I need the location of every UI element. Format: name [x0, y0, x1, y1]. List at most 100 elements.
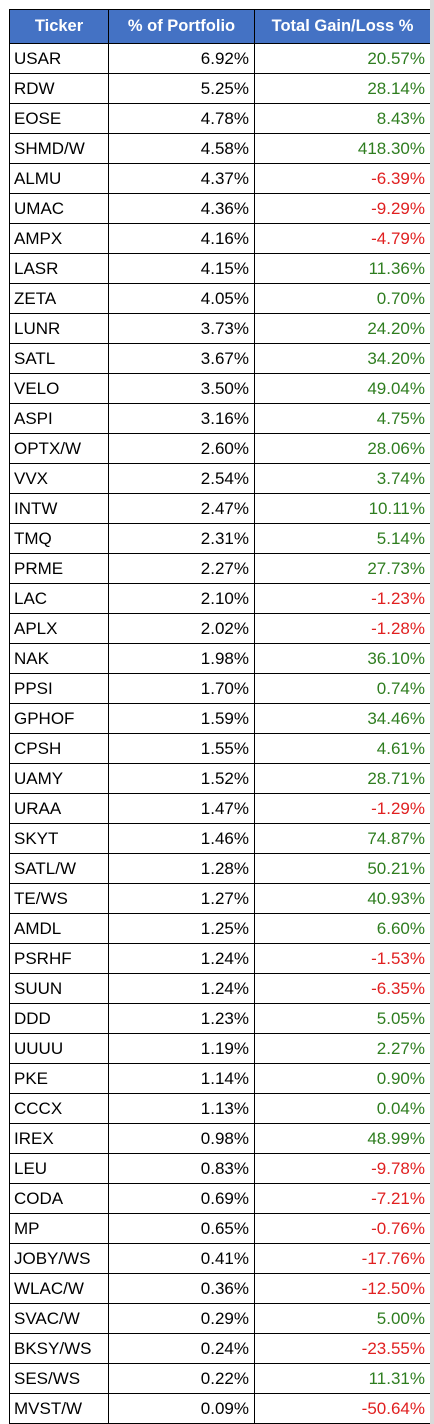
gain-loss-cell[interactable]: 0.70% — [254, 283, 431, 314]
ticker-cell[interactable]: INTW — [9, 493, 109, 524]
portfolio-percent-cell[interactable]: 0.98% — [108, 1123, 255, 1154]
portfolio-percent-cell[interactable]: 0.69% — [108, 1183, 255, 1214]
portfolio-percent-cell[interactable]: 4.78% — [108, 103, 255, 134]
ticker-cell[interactable]: AMDL — [9, 913, 109, 944]
ticker-cell[interactable]: UUUU — [9, 1033, 109, 1064]
portfolio-percent-cell[interactable]: 1.47% — [108, 793, 255, 824]
gain-loss-cell[interactable]: 0.90% — [254, 1063, 431, 1094]
portfolio-percent-cell[interactable]: 2.02% — [108, 613, 255, 644]
ticker-cell[interactable]: SES/WS — [9, 1363, 109, 1394]
ticker-cell[interactable]: CCCX — [9, 1093, 109, 1124]
gain-loss-cell[interactable]: -1.28% — [254, 613, 431, 644]
portfolio-percent-cell[interactable]: 1.46% — [108, 823, 255, 854]
gain-loss-cell[interactable]: -1.23% — [254, 583, 431, 614]
portfolio-percent-cell[interactable]: 1.98% — [108, 643, 255, 674]
portfolio-percent-cell[interactable]: 4.16% — [108, 223, 255, 254]
ticker-cell[interactable]: APLX — [9, 613, 109, 644]
gain-loss-cell[interactable]: 11.31% — [254, 1363, 431, 1394]
ticker-cell[interactable]: OPTX/W — [9, 433, 109, 464]
portfolio-percent-cell[interactable]: 3.16% — [108, 403, 255, 434]
gain-loss-cell[interactable]: 27.73% — [254, 553, 431, 584]
portfolio-percent-cell[interactable]: 1.25% — [108, 913, 255, 944]
gain-loss-cell[interactable]: 4.61% — [254, 733, 431, 764]
gain-loss-cell[interactable]: -1.53% — [254, 943, 431, 974]
gain-loss-cell[interactable]: 10.11% — [254, 493, 431, 524]
portfolio-percent-cell[interactable]: 1.55% — [108, 733, 255, 764]
ticker-cell[interactable]: SVAC/W — [9, 1303, 109, 1334]
gain-loss-cell[interactable]: 20.57% — [254, 43, 431, 74]
ticker-cell[interactable]: UMAC — [9, 193, 109, 224]
portfolio-percent-cell[interactable]: 1.52% — [108, 763, 255, 794]
gain-loss-cell[interactable]: 6.60% — [254, 913, 431, 944]
ticker-cell[interactable]: UAMY — [9, 763, 109, 794]
gain-loss-cell[interactable]: -7.21% — [254, 1183, 431, 1214]
portfolio-percent-cell[interactable]: 2.54% — [108, 463, 255, 494]
portfolio-percent-cell[interactable]: 2.27% — [108, 553, 255, 584]
portfolio-percent-cell[interactable]: 1.23% — [108, 1003, 255, 1034]
ticker-cell[interactable]: VVX — [9, 463, 109, 494]
portfolio-percent-cell[interactable]: 4.05% — [108, 283, 255, 314]
gain-loss-cell[interactable]: 74.87% — [254, 823, 431, 854]
gain-loss-cell[interactable]: 3.74% — [254, 463, 431, 494]
portfolio-percent-cell[interactable]: 3.73% — [108, 313, 255, 344]
ticker-cell[interactable]: ZETA — [9, 283, 109, 314]
portfolio-percent-cell[interactable]: 1.59% — [108, 703, 255, 734]
gain-loss-cell[interactable]: 4.75% — [254, 403, 431, 434]
gain-loss-cell[interactable]: -50.64% — [254, 1393, 431, 1424]
gain-loss-cell[interactable]: 0.74% — [254, 673, 431, 704]
portfolio-percent-cell[interactable]: 0.65% — [108, 1213, 255, 1244]
ticker-cell[interactable]: PSRHF — [9, 943, 109, 974]
ticker-cell[interactable]: TE/WS — [9, 883, 109, 914]
portfolio-percent-cell[interactable]: 2.47% — [108, 493, 255, 524]
ticker-cell[interactable]: JOBY/WS — [9, 1243, 109, 1274]
portfolio-percent-cell[interactable]: 1.24% — [108, 943, 255, 974]
header-cell-ticker[interactable]: Ticker — [9, 9, 109, 44]
ticker-cell[interactable]: GPHOF — [9, 703, 109, 734]
gain-loss-cell[interactable]: 50.21% — [254, 853, 431, 884]
gain-loss-cell[interactable]: 5.00% — [254, 1303, 431, 1334]
ticker-cell[interactable]: TMQ — [9, 523, 109, 554]
gain-loss-cell[interactable]: 40.93% — [254, 883, 431, 914]
ticker-cell[interactable]: SKYT — [9, 823, 109, 854]
portfolio-percent-cell[interactable]: 4.36% — [108, 193, 255, 224]
portfolio-percent-cell[interactable]: 1.27% — [108, 883, 255, 914]
gain-loss-cell[interactable]: -23.55% — [254, 1333, 431, 1364]
portfolio-percent-cell[interactable]: 1.70% — [108, 673, 255, 704]
gain-loss-cell[interactable]: -4.79% — [254, 223, 431, 254]
gain-loss-cell[interactable]: 34.46% — [254, 703, 431, 734]
ticker-cell[interactable]: PRME — [9, 553, 109, 584]
gain-loss-cell[interactable]: 28.71% — [254, 763, 431, 794]
portfolio-percent-cell[interactable]: 2.60% — [108, 433, 255, 464]
header-cell-gain[interactable]: Total Gain/Loss % — [254, 9, 431, 44]
ticker-cell[interactable]: BKSY/WS — [9, 1333, 109, 1364]
ticker-cell[interactable]: ALMU — [9, 163, 109, 194]
portfolio-percent-cell[interactable]: 3.67% — [108, 343, 255, 374]
portfolio-percent-cell[interactable]: 0.22% — [108, 1363, 255, 1394]
portfolio-percent-cell[interactable]: 0.09% — [108, 1393, 255, 1424]
ticker-cell[interactable]: LAC — [9, 583, 109, 614]
gain-loss-cell[interactable]: 28.14% — [254, 73, 431, 104]
header-cell-portfolio[interactable]: % of Portfolio — [108, 9, 255, 44]
portfolio-percent-cell[interactable]: 1.19% — [108, 1033, 255, 1064]
gain-loss-cell[interactable]: 5.14% — [254, 523, 431, 554]
gain-loss-cell[interactable]: 11.36% — [254, 253, 431, 284]
portfolio-percent-cell[interactable]: 6.92% — [108, 43, 255, 74]
ticker-cell[interactable]: RDW — [9, 73, 109, 104]
gain-loss-cell[interactable]: 48.99% — [254, 1123, 431, 1154]
portfolio-percent-cell[interactable]: 0.41% — [108, 1243, 255, 1274]
portfolio-percent-cell[interactable]: 2.10% — [108, 583, 255, 614]
ticker-cell[interactable]: DDD — [9, 1003, 109, 1034]
ticker-cell[interactable]: PPSI — [9, 673, 109, 704]
ticker-cell[interactable]: CODA — [9, 1183, 109, 1214]
portfolio-percent-cell[interactable]: 1.28% — [108, 853, 255, 884]
gain-loss-cell[interactable]: 418.30% — [254, 133, 431, 164]
ticker-cell[interactable]: MVST/W — [9, 1393, 109, 1424]
portfolio-percent-cell[interactable]: 2.31% — [108, 523, 255, 554]
gain-loss-cell[interactable]: 24.20% — [254, 313, 431, 344]
portfolio-percent-cell[interactable]: 3.50% — [108, 373, 255, 404]
gain-loss-cell[interactable]: -9.29% — [254, 193, 431, 224]
ticker-cell[interactable]: SATL/W — [9, 853, 109, 884]
gain-loss-cell[interactable]: 28.06% — [254, 433, 431, 464]
ticker-cell[interactable]: SHMD/W — [9, 133, 109, 164]
portfolio-percent-cell[interactable]: 5.25% — [108, 73, 255, 104]
